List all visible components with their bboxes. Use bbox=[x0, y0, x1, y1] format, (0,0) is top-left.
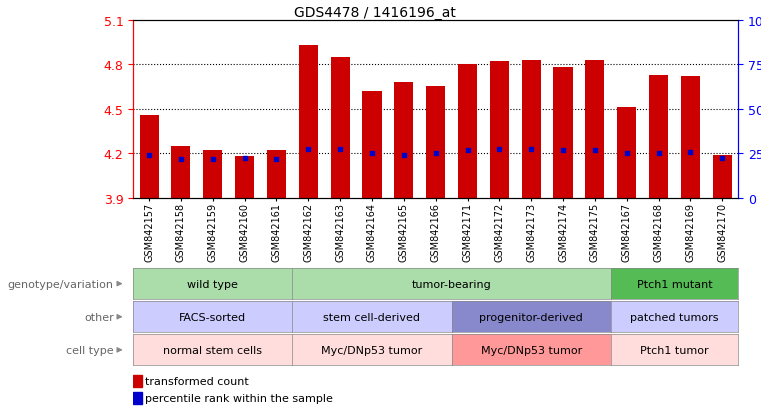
Text: wild type: wild type bbox=[187, 279, 238, 289]
Bar bbox=[299, 46, 318, 198]
Bar bbox=[171, 147, 190, 198]
Text: cell type: cell type bbox=[66, 345, 114, 355]
Bar bbox=[617, 108, 636, 198]
Title: GDS4478 / 1416196_at: GDS4478 / 1416196_at bbox=[295, 6, 456, 20]
Text: Myc/DNp53 tumor: Myc/DNp53 tumor bbox=[321, 345, 422, 355]
Bar bbox=[649, 76, 668, 198]
Bar bbox=[394, 83, 413, 198]
Text: percentile rank within the sample: percentile rank within the sample bbox=[145, 394, 333, 404]
Bar bbox=[426, 87, 445, 198]
Bar bbox=[133, 392, 142, 404]
Text: normal stem cells: normal stem cells bbox=[164, 345, 263, 355]
Bar bbox=[458, 65, 477, 198]
Bar bbox=[681, 77, 700, 198]
Bar bbox=[133, 375, 142, 387]
Bar bbox=[585, 61, 604, 198]
Text: Ptch1 mutant: Ptch1 mutant bbox=[637, 279, 712, 289]
Bar bbox=[203, 151, 222, 198]
Text: progenitor-derived: progenitor-derived bbox=[479, 312, 583, 322]
Text: patched tumors: patched tumors bbox=[630, 312, 718, 322]
Text: Ptch1 tumor: Ptch1 tumor bbox=[640, 345, 708, 355]
Text: Myc/DNp53 tumor: Myc/DNp53 tumor bbox=[481, 345, 582, 355]
Bar bbox=[713, 155, 732, 198]
Bar bbox=[490, 62, 509, 198]
Bar bbox=[521, 61, 541, 198]
Bar bbox=[553, 68, 572, 198]
Text: other: other bbox=[84, 312, 114, 322]
Bar bbox=[267, 151, 286, 198]
Text: FACS-sorted: FACS-sorted bbox=[180, 312, 247, 322]
Text: transformed count: transformed count bbox=[145, 376, 249, 386]
Text: stem cell-derived: stem cell-derived bbox=[323, 312, 421, 322]
Bar bbox=[139, 115, 158, 198]
Bar bbox=[362, 92, 381, 198]
Bar bbox=[235, 157, 254, 198]
Text: tumor-bearing: tumor-bearing bbox=[412, 279, 492, 289]
Bar bbox=[330, 58, 350, 198]
Text: genotype/variation: genotype/variation bbox=[8, 279, 114, 289]
